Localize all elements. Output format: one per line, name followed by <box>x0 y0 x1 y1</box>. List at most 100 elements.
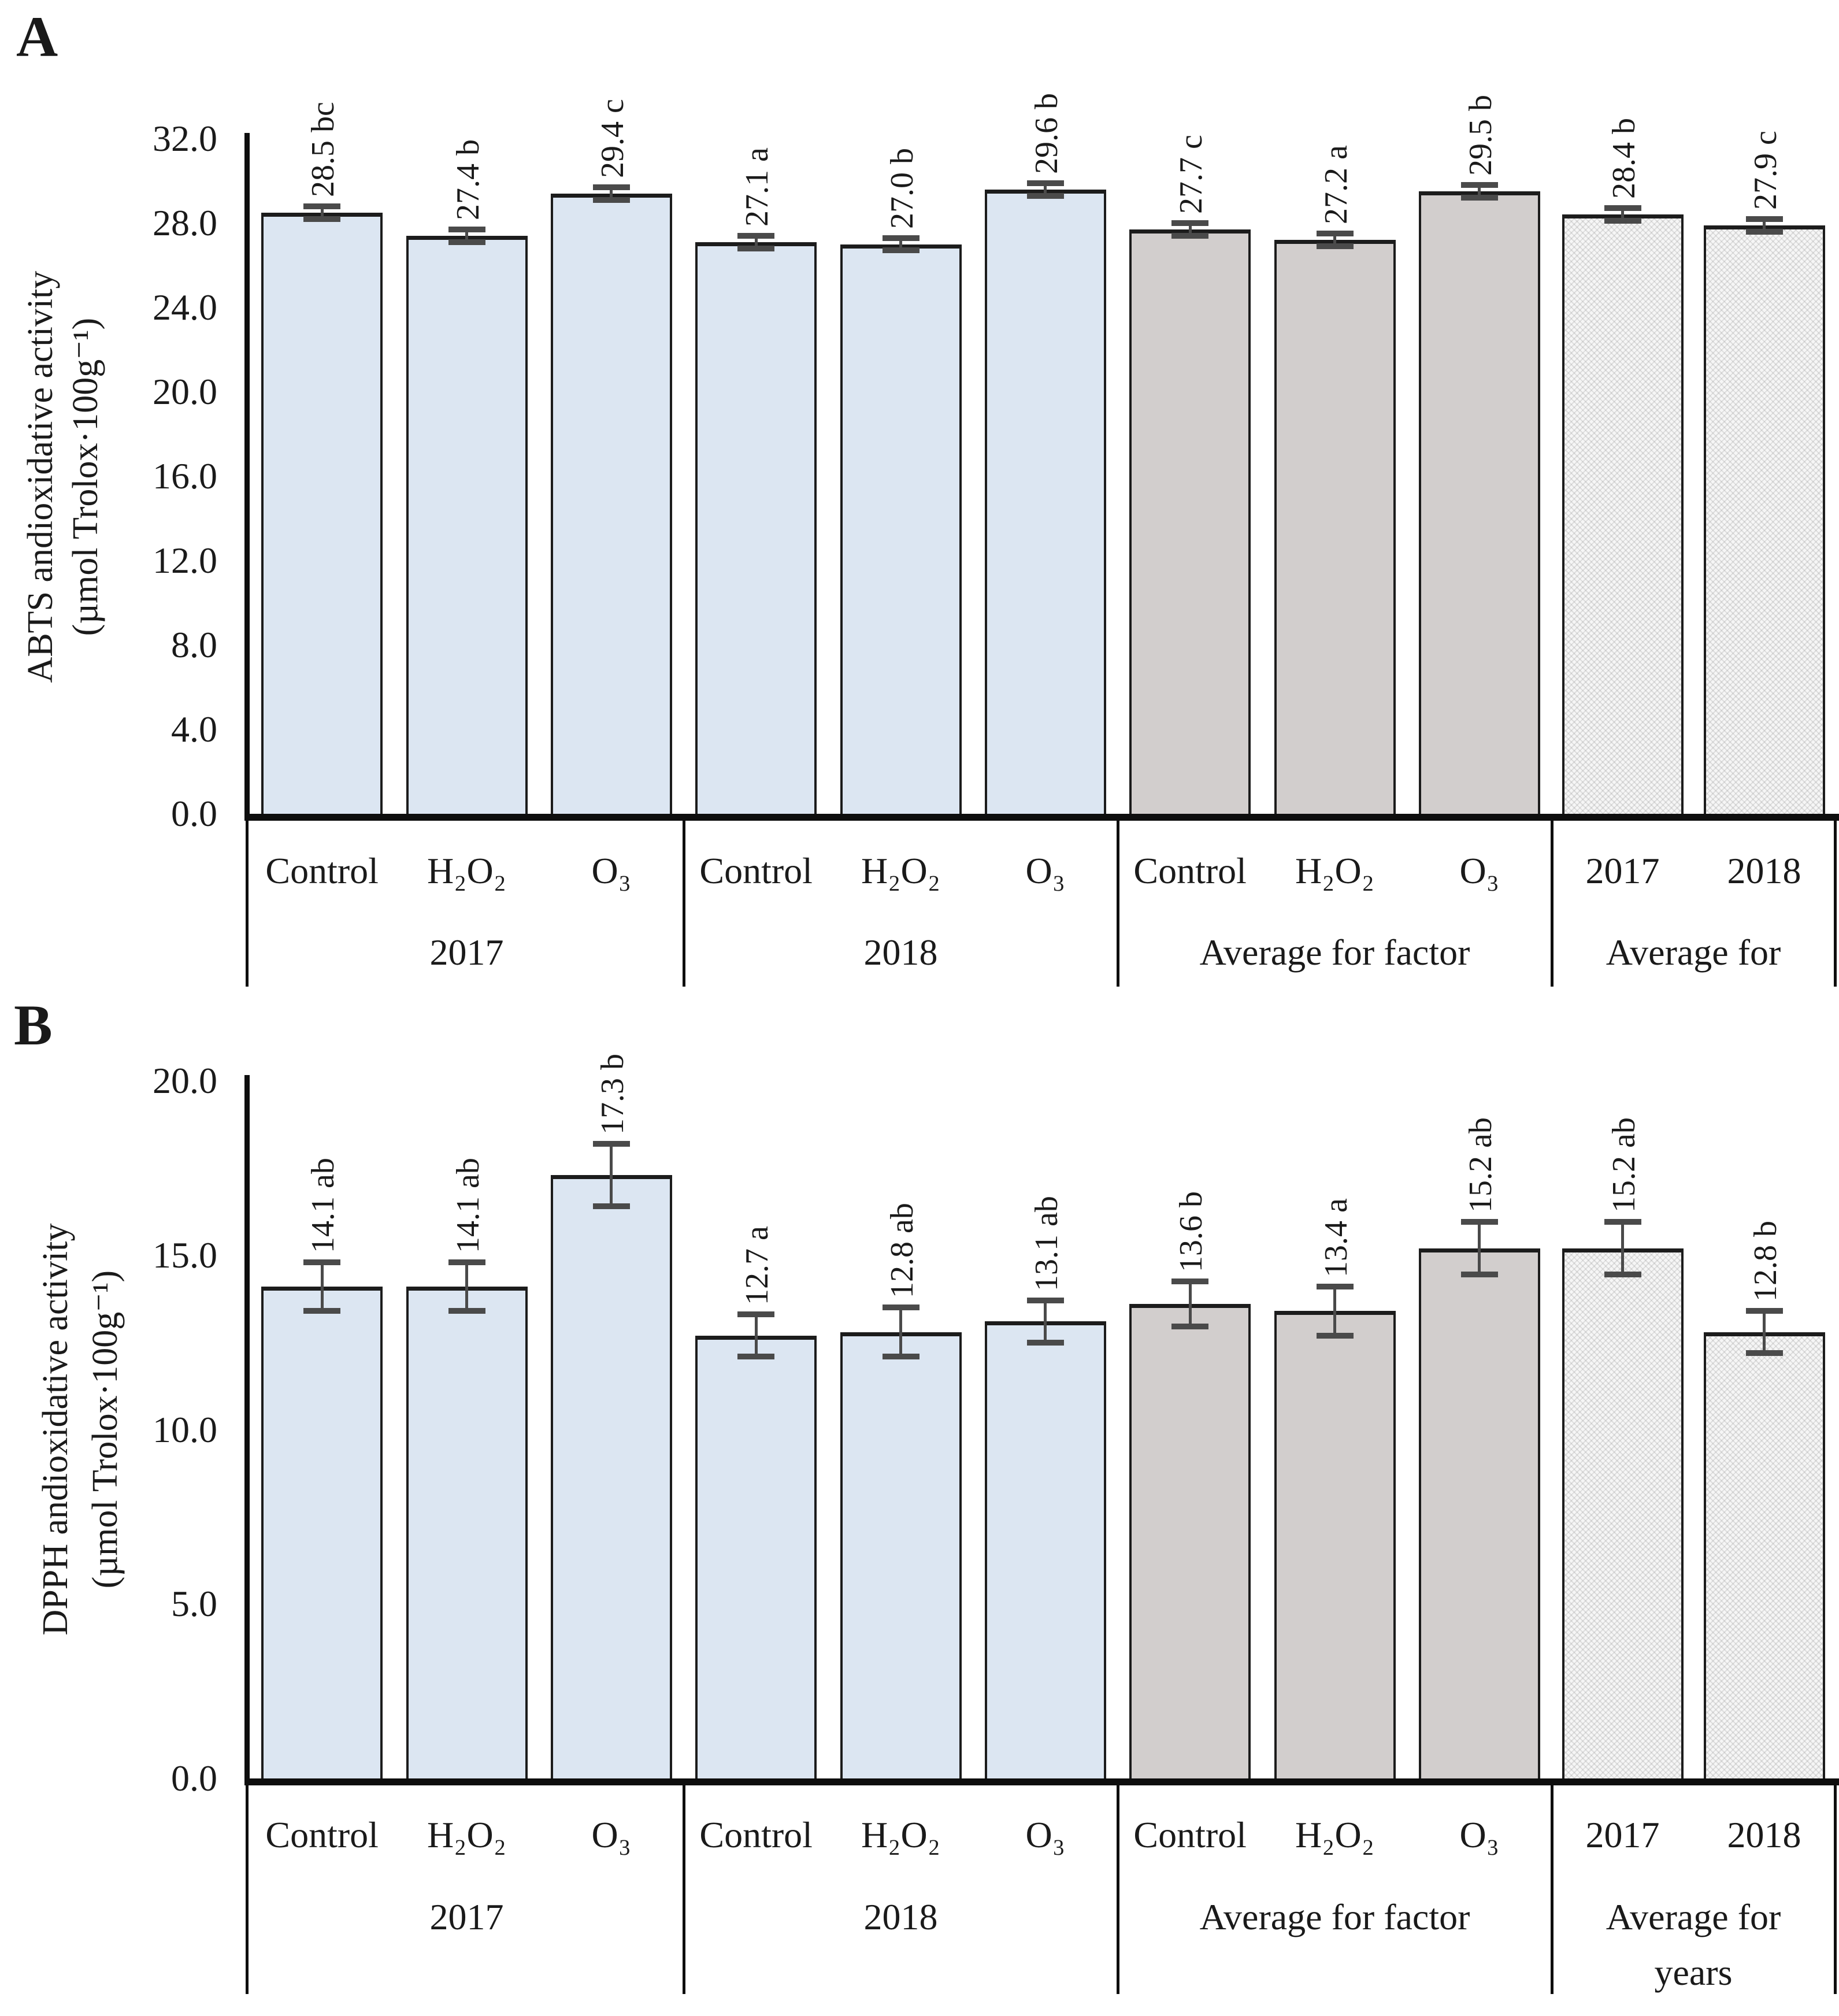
bar <box>1562 1248 1684 1781</box>
y-tick-label: 32.0 <box>153 118 217 159</box>
y-tick-label: 20.0 <box>153 371 217 412</box>
bar <box>1703 225 1825 816</box>
bar-value-label: 12.8 b <box>1747 1221 1784 1302</box>
group-label: 2018 <box>863 932 938 973</box>
bar <box>550 1174 672 1781</box>
error-bar-cap-top <box>592 184 630 190</box>
error-bar-line <box>899 238 902 251</box>
y-tick-label: 12.0 <box>153 540 217 581</box>
category-label: H₂O₂ <box>1295 1814 1375 1855</box>
category-label: O₃ <box>591 1814 632 1855</box>
group-label: Average for factor <box>1199 932 1470 973</box>
category-label: Control <box>1133 1814 1247 1855</box>
error-bar-cap-bottom <box>1604 218 1641 224</box>
error-bar-line <box>1621 1222 1624 1274</box>
group-divider <box>1550 1785 1553 1994</box>
error-bar-line <box>320 1262 324 1311</box>
x-axis-line <box>244 1778 1839 1785</box>
error-bar-cap-bottom <box>448 1308 485 1314</box>
error-bar-cap-top <box>1171 1278 1209 1284</box>
y-tick-label: 10.0 <box>153 1409 217 1450</box>
error-bar-line <box>1478 1222 1481 1274</box>
category-label: 2018 <box>1727 1814 1801 1855</box>
error-bar-cap-bottom <box>1745 1350 1783 1356</box>
group-label: 2017 <box>429 1896 504 1937</box>
category-label: H₂O₂ <box>861 850 941 891</box>
error-bar-cap-top <box>303 1259 341 1265</box>
error-bar-line <box>1621 208 1624 221</box>
bar <box>984 1321 1106 1781</box>
y-tick-label: 0.0 <box>171 1758 217 1799</box>
error-bar-cap-top <box>882 235 920 241</box>
error-bar-cap-bottom <box>303 216 341 222</box>
error-bar-line <box>1478 185 1481 198</box>
error-bar-cap-bottom <box>1316 1332 1354 1339</box>
category-label: Control <box>265 850 379 891</box>
error-bar-cap-top <box>1316 1284 1354 1290</box>
error-bar-cap-bottom <box>1460 1271 1498 1277</box>
error-bar-cap-bottom <box>1460 195 1498 201</box>
error-bar-cap-bottom <box>592 1203 630 1210</box>
error-bar-cap-top <box>1604 1219 1641 1225</box>
bar <box>1129 1304 1251 1781</box>
y-tick-label: 5.0 <box>171 1583 217 1625</box>
error-bar-line <box>754 1314 758 1357</box>
bar-value-label: 15.2 ab <box>1462 1117 1499 1213</box>
bar-value-label: 15.2 ab <box>1606 1117 1642 1213</box>
error-bar-cap-top <box>1026 180 1064 186</box>
error-bar-line <box>465 229 468 242</box>
error-bar-cap-top <box>1460 1219 1498 1225</box>
category-label: O₃ <box>1459 1814 1500 1855</box>
error-bar-cap-bottom <box>592 197 630 203</box>
error-bar-cap-top <box>1026 1298 1064 1304</box>
group-divider <box>1116 1785 1119 1994</box>
error-bar-cap-bottom <box>882 1353 920 1359</box>
category-label: Control <box>1133 850 1247 891</box>
error-bar-cap-top <box>737 1311 775 1318</box>
error-bar-cap-bottom <box>882 247 920 254</box>
error-bar-cap-top <box>592 1140 630 1147</box>
error-bar-cap-top <box>1745 216 1783 222</box>
group-label: 2017 <box>429 932 504 973</box>
group-label: Average for <box>1606 932 1781 973</box>
category-label: O₃ <box>1025 850 1066 891</box>
bar <box>1703 1332 1825 1781</box>
bar-value-label: 12.7 a <box>739 1226 776 1306</box>
group-label: years <box>1654 1952 1733 1993</box>
error-bar-cap-bottom <box>1171 232 1209 239</box>
category-label: Control <box>699 850 813 891</box>
error-bar-line <box>1763 1311 1766 1353</box>
category-label: H₂O₂ <box>861 1814 941 1855</box>
y-tick-label: 20.0 <box>153 1060 217 1101</box>
bar <box>261 212 383 816</box>
error-bar-cap-bottom <box>1026 1339 1064 1346</box>
y-tick-label: 8.0 <box>171 624 217 665</box>
error-bar-cap-top <box>1745 1308 1783 1314</box>
category-label: 2018 <box>1727 850 1801 891</box>
error-bar-cap-bottom <box>1026 192 1064 199</box>
x-axis-line <box>244 814 1839 821</box>
error-bar-line <box>1044 1300 1047 1343</box>
panel-a-abts-chart: A ABTS andioxidative activity (µmol Trolox… <box>16 5 1839 987</box>
error-bar-cap-bottom <box>448 239 485 245</box>
category-label: Control <box>699 1814 813 1855</box>
category-label: 2017 <box>1585 1814 1660 1855</box>
category-label: Control <box>265 1814 379 1855</box>
bar-value-label: 17.3 b <box>594 1053 631 1135</box>
y-tick-label: 15.0 <box>153 1234 217 1276</box>
y-tick-label: 24.0 <box>153 287 217 328</box>
bar-value-label: 13.6 b <box>1173 1191 1210 1272</box>
y-tick-label: 16.0 <box>153 455 217 496</box>
bar <box>1274 240 1396 816</box>
bar <box>984 189 1106 816</box>
group-divider <box>1550 821 1553 987</box>
group-divider <box>682 1785 685 1994</box>
panel-letter: A <box>16 5 58 69</box>
error-bar-line <box>610 187 613 200</box>
category-label: H₂O₂ <box>1295 850 1375 891</box>
bar <box>406 235 528 816</box>
error-bar-cap-top <box>737 232 775 239</box>
y-axis-title-line1: DPPH andioxidative activity <box>36 1223 75 1636</box>
category-label: O₃ <box>591 850 632 891</box>
